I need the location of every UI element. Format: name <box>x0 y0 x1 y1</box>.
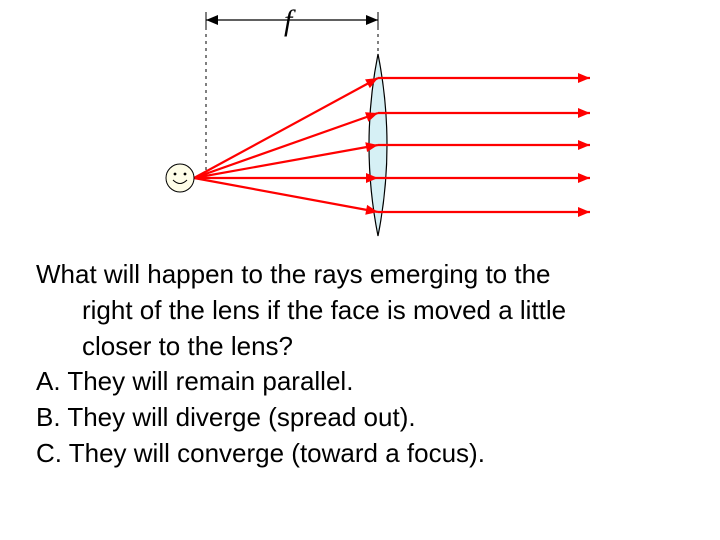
option-c: C. They will converge (toward a focus). <box>36 437 686 471</box>
question-block: What will happen to the rays emerging to… <box>36 258 686 473</box>
focal-length-label: f <box>284 4 292 38</box>
question-line-2: right of the lens if the face is moved a… <box>36 294 686 328</box>
option-b: B. They will diverge (spread out). <box>36 401 686 435</box>
optics-diagram <box>0 0 720 260</box>
option-a: A. They will remain parallel. <box>36 365 686 399</box>
question-line-3: closer to the lens? <box>36 330 686 364</box>
question-line-1: What will happen to the rays emerging to… <box>36 258 686 292</box>
